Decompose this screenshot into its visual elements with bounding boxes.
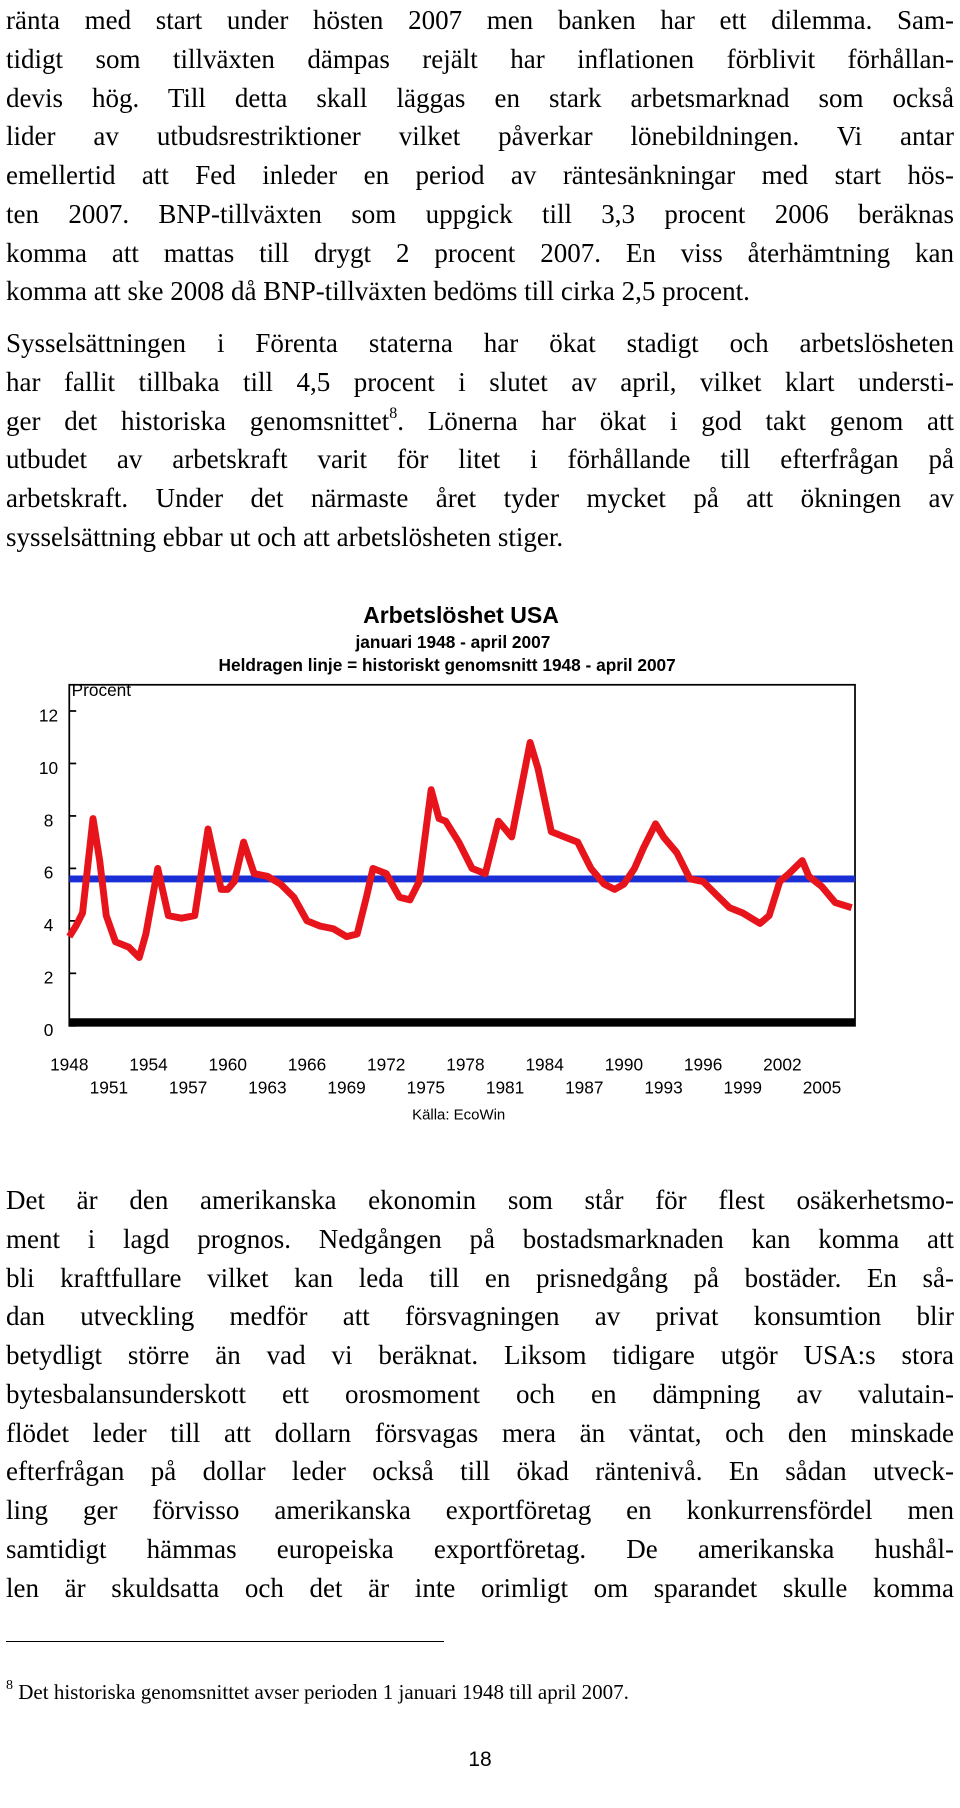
text-line: Sysselsättningen i Förenta staterna har … [6,328,954,358]
y-tick-label: 4 [44,915,54,935]
text-line: ling ger förvisso amerikanska exportföre… [6,1495,954,1525]
y-tick-label: 12 [39,705,58,725]
data-line [66,739,853,962]
y-tick-label: 2 [44,968,54,988]
text-line: ten 2007. BNP-tillväxten som uppgick til… [6,198,954,229]
text-line: emellertid att Fed inleder en period av … [6,160,954,190]
text-line: bytesbalansunderskott ett orosmoment och… [6,1378,954,1409]
text-line: len är skuldsatta och det är inte orimli… [6,1572,954,1603]
x-tick-label: 1972 [367,1055,405,1075]
text-line: tidigt som tillväxten dämpas rejält har … [6,43,954,74]
text-line: sysselsättning ebbar ut och att arbetslö… [6,521,564,552]
text-line: devis hög. Till detta skall läggas en st… [6,82,954,113]
text-line: dan utveckling medför att försvagningen … [6,1301,954,1332]
text-line: ger det historiska genomsnittet8. Lönern… [6,402,954,441]
text-line: ränta med start under hösten 2007 men ba… [6,5,954,35]
paragraph: Det är den amerikanska ekonomin som står… [6,1181,954,1607]
x-tick-label: 2005 [803,1078,841,1098]
x-tick-label: 1993 [644,1078,682,1098]
footnote-text: Det historiska genomsnittet avser period… [18,1680,629,1704]
text-line: Det är den amerikanska ekonomin som står… [6,1185,954,1215]
footnote-mark: 8 [6,1678,13,1693]
x-tick-label: 1951 [90,1078,128,1098]
text-line: flödet leder till att dollarn försvagas … [6,1417,954,1448]
page-number: 18 [468,1748,492,1771]
x-tick-label: 1948 [50,1055,88,1075]
footnote: 8 Det historiska genomsnittet avser peri… [6,1678,629,1705]
y-tick-label: 6 [44,863,54,883]
x-tick-label: 1954 [129,1055,168,1075]
y-tick-label: 8 [44,810,54,830]
footnote-rule [6,1641,444,1642]
text-line: bli kraftfullare vilket kan leda till en… [6,1262,954,1293]
text-span: . Lönerna har ökat i god takt genom att [397,405,955,436]
paragraph: ränta med start under hösten 2007 men ba… [6,1,954,311]
x-tick-label: 1963 [248,1078,286,1098]
text-line: arbetskraft. Under det närmaste året tyd… [6,483,954,513]
y-axis-label: Procent [72,680,132,700]
footnote-ref: 8 [389,404,398,422]
text-span: ger det historiska genomsnittet [6,405,390,436]
x-tick-label: 1978 [446,1055,484,1075]
x-tick-label: 2002 [763,1055,801,1075]
x-tick-label: 1966 [288,1055,326,1075]
text-line: betydligt större än vad vi beräknat. Lik… [6,1340,954,1370]
x-tick-label: 1999 [724,1078,762,1098]
chart: Arbetslöshet USA januari 1948 - april 20… [39,602,856,1124]
x-tick-label: 1984 [525,1055,564,1075]
x-tick-label: 1975 [407,1078,445,1098]
y-tick-label: 10 [39,758,58,778]
text-line: komma att ske 2008 då BNP-tillväxten bed… [6,276,750,307]
x-tick-label: 1996 [684,1055,722,1075]
chart-annotation: Heldragen linje = historiskt genomsnitt … [219,655,676,675]
x-tick-label: 1990 [605,1055,643,1075]
chart-title: Arbetslöshet USA [363,602,559,628]
text-line: har fallit tillbaka till 4,5 procent i s… [6,366,954,397]
text-line: efterfrågan på dollar leder också till ö… [6,1456,954,1487]
chart-subtitle: januari 1948 - april 2007 [355,632,551,652]
x-tick-label: 1957 [169,1078,207,1098]
text-line: samtidigt hämmas europeiska exportföreta… [6,1533,954,1564]
x-tick-label: 1987 [565,1078,603,1098]
x-tick-label: 1981 [486,1078,524,1098]
x-tick-label: 1960 [209,1055,247,1075]
x-tick-label: 1969 [327,1078,365,1098]
paragraph: Sysselsättningen i Förenta staterna har … [6,324,954,557]
y-tick-label: 0 [44,1020,54,1040]
text-line: ment i lagd prognos. Nedgången på bostad… [6,1223,954,1254]
text-line: lider av utbudsrestriktioner vilket påve… [6,121,954,152]
text-line: utbudet av arbetskraft varit för litet i… [6,444,954,475]
text-line: komma att mattas till drygt 2 procent 20… [6,237,954,268]
chart-source: Källa: EcoWin [412,1107,505,1124]
